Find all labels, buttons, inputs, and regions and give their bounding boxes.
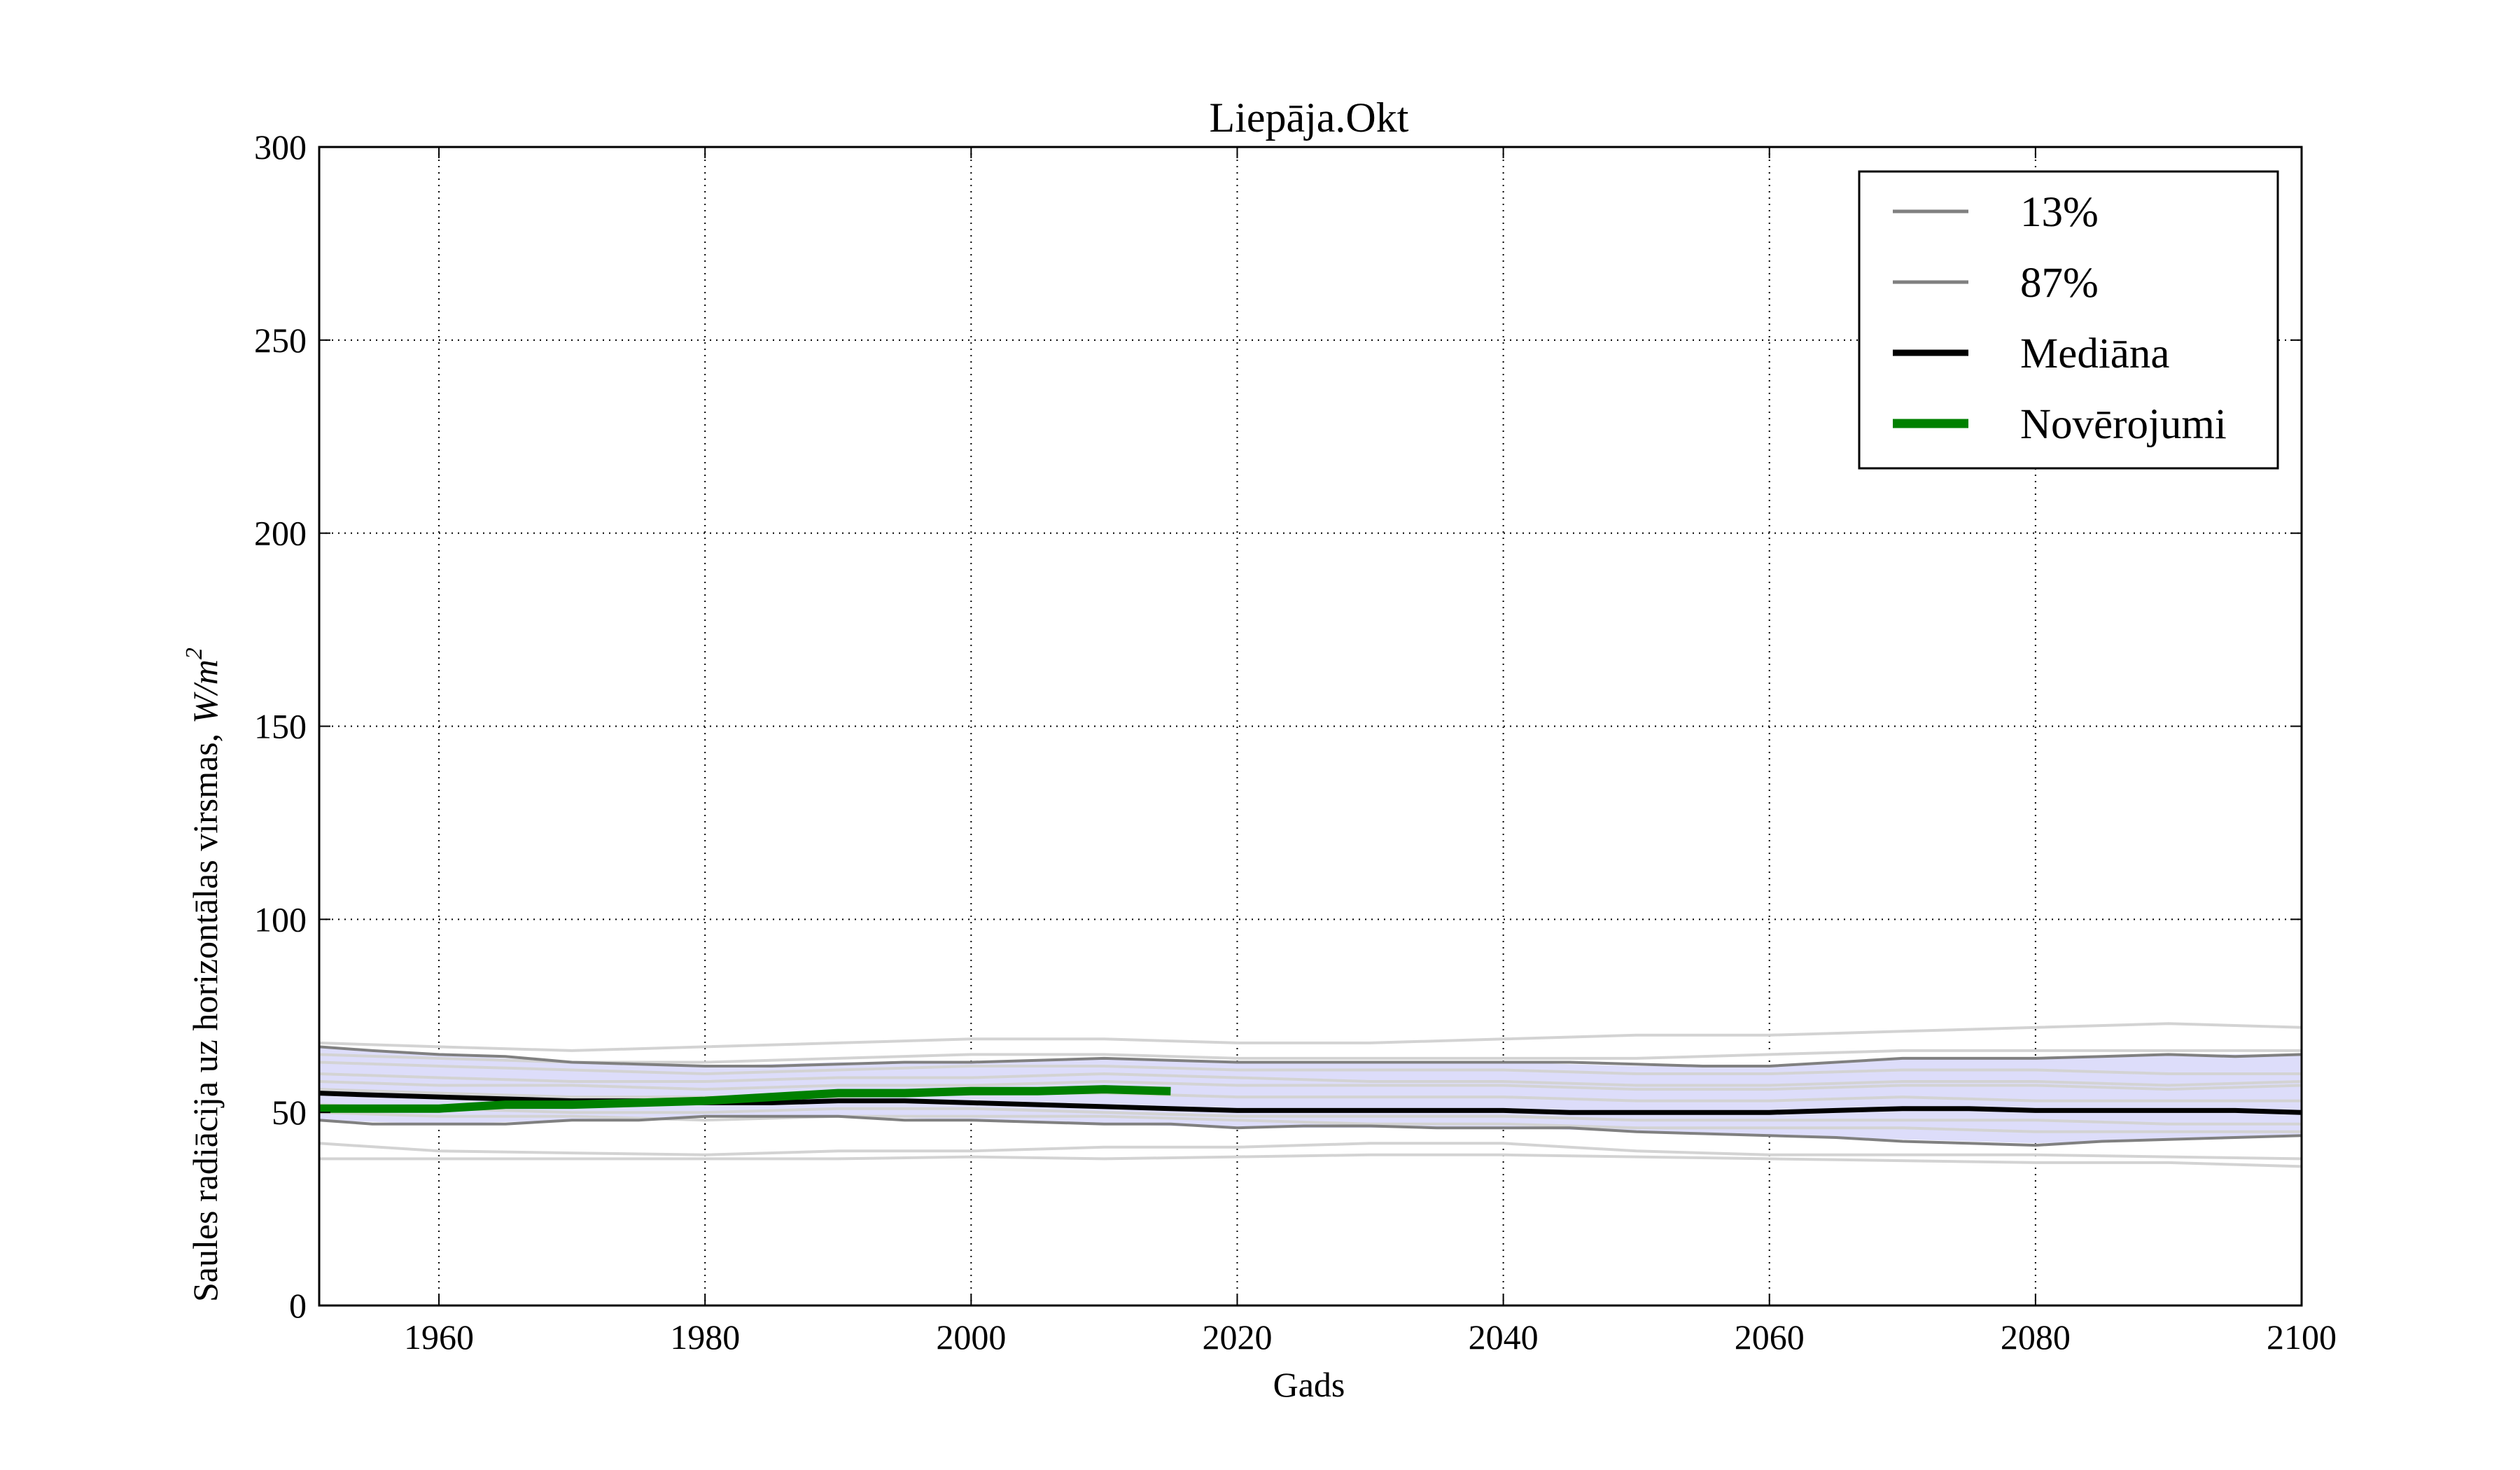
chart-title: Liepāja.Okt [1210, 94, 1409, 141]
ensemble-line [318, 1080, 2302, 1091]
x-tick-label: 2020 [1202, 1317, 1272, 1357]
x-tick-label: 1960 [404, 1317, 474, 1357]
y-tick-label: 150 [254, 707, 307, 746]
ensemble-line [319, 1153, 2302, 1168]
y-axis-label-unit: W/m [186, 659, 225, 724]
y-axis-label: Saules radiācija uz horizontālas virsmas… [181, 648, 225, 1302]
ensemble-line [318, 1103, 2302, 1126]
y-tick-label: 200 [254, 514, 307, 553]
ensemble-line [318, 1072, 2302, 1087]
y-axis-label-unit-sup: 2 [181, 648, 207, 659]
x-axis-label: Gads [1273, 1365, 1345, 1404]
series-line-13% [318, 1114, 2302, 1147]
legend-label: 87% [2020, 260, 2099, 307]
y-tick-label: 250 [254, 321, 307, 360]
ensemble-line [318, 1088, 2302, 1102]
y-tick-label: 50 [272, 1093, 307, 1132]
ensemble-line [318, 1049, 2302, 1064]
x-tick-label: 2040 [1469, 1317, 1539, 1357]
y-tick-label: 0 [289, 1286, 307, 1325]
ensemble-line [318, 1111, 2302, 1133]
y-tick-label: 300 [254, 127, 307, 167]
y-axis-label-text: Saules radiācija uz horizontālas virsmas… [186, 734, 225, 1302]
x-tick-label: 2080 [2001, 1317, 2071, 1357]
legend: 13% 87% Mediāna Novērojumi [1858, 170, 2279, 470]
x-tick-label: 1980 [670, 1317, 740, 1357]
plot-area: 1960 1980 2000 2020 2040 2060 2080 2100 0 50 100 15… [254, 127, 2337, 1357]
x-tick-label: 2100 [2267, 1317, 2337, 1357]
y-tick-label: 100 [254, 899, 307, 939]
series-line-87% [318, 1045, 2302, 1068]
legend-label: Mediāna [2020, 330, 2169, 377]
legend-box [1858, 170, 2279, 470]
x-tick-label: 2060 [1735, 1317, 1805, 1357]
legend-label: 13% [2020, 189, 2099, 236]
ensemble-line [318, 1022, 2302, 1052]
legend-label: Novērojumi [2020, 401, 2227, 448]
ensemble-line [318, 1142, 2302, 1161]
x-tick-label: 2000 [936, 1317, 1006, 1357]
series-line-Novērojumi [319, 1085, 1171, 1113]
ensemble-line [318, 1060, 2302, 1075]
